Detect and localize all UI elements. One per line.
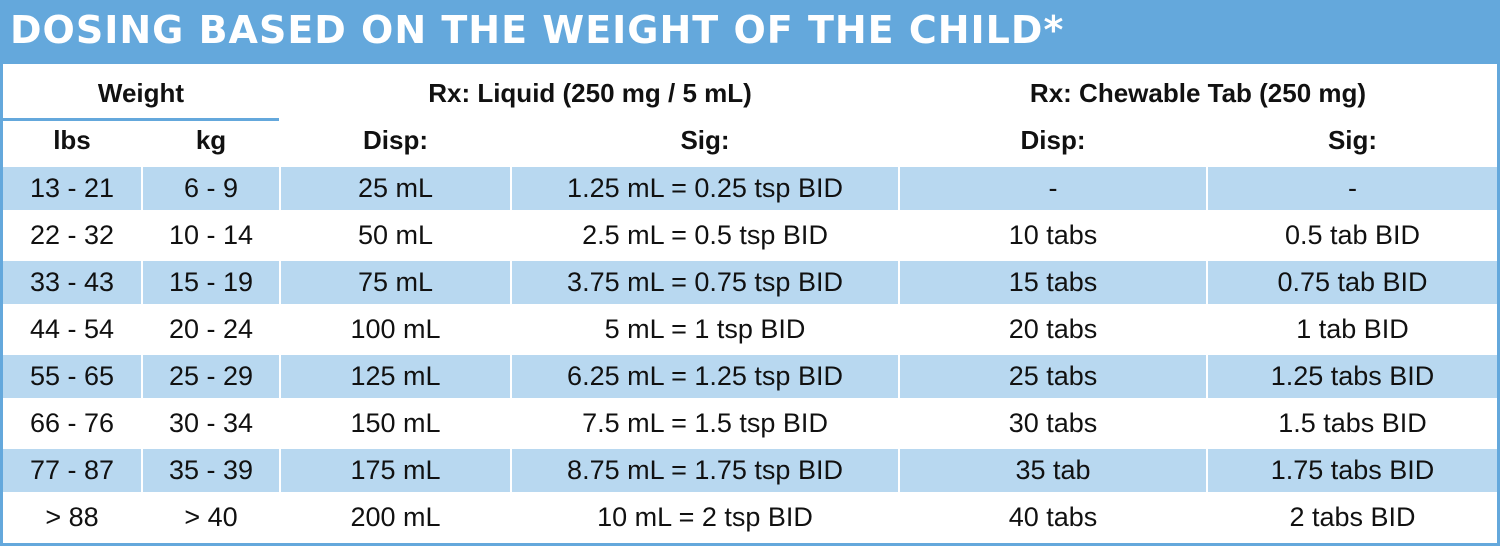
cell-kg: 20 - 24 <box>168 314 254 344</box>
cell-kg: 6 - 9 <box>143 167 279 210</box>
cell-liquid-sig: 5 mL = 1 tsp BID <box>604 314 806 344</box>
cell-tab-sig: 1 tab BID <box>1296 314 1409 344</box>
cell-liquid-sig: 2.5 mL = 0.5 tsp BID <box>582 220 828 250</box>
cell-kg: 30 - 34 <box>168 408 254 438</box>
cell-liquid-sig: 3.75 mL = 0.75 tsp BID <box>512 261 898 304</box>
cell-lbs: 44 - 54 <box>29 314 115 344</box>
table-row: 13 - 21 6 - 9 25 mL 1.25 mL = 0.25 tsp B… <box>3 167 1497 210</box>
cell-lbs: 33 - 43 <box>3 261 141 304</box>
header-liquid-disp: Disp: <box>363 125 428 155</box>
cell-liquid-disp: 50 mL <box>357 220 434 250</box>
cell-tab-disp: 40 tabs <box>1008 502 1098 532</box>
liquid-group-header: Rx: Liquid (250 mg / 5 mL) <box>428 78 752 108</box>
cell-tab-disp: 25 tabs <box>900 355 1206 398</box>
table-row: > 88 > 40 200 mL 10 mL = 2 tsp BID 40 ta… <box>3 496 1497 539</box>
cell-lbs: 55 - 65 <box>3 355 141 398</box>
cell-tab-sig: 1.25 tabs BID <box>1208 355 1497 398</box>
header-kg: kg <box>195 125 227 155</box>
cell-tab-disp: 20 tabs <box>1008 314 1098 344</box>
header-tab-disp: Disp: <box>1020 125 1086 155</box>
table-row: 44 - 54 20 - 24 100 mL 5 mL = 1 tsp BID … <box>3 308 1497 351</box>
table-row: 33 - 43 15 - 19 75 mL 3.75 mL = 0.75 tsp… <box>3 261 1497 304</box>
cell-tab-disp: - <box>900 167 1206 210</box>
chewable-group-header: Rx: Chewable Tab (250 mg) <box>1029 78 1367 108</box>
table-row: 77 - 87 35 - 39 175 mL 8.75 mL = 1.75 ts… <box>3 449 1497 492</box>
cell-tab-disp: 30 tabs <box>1008 408 1098 438</box>
table-row: 22 - 32 10 - 14 50 mL 2.5 mL = 0.5 tsp B… <box>3 214 1497 257</box>
cell-liquid-disp: 25 mL <box>281 167 510 210</box>
cell-liquid-disp: 100 mL <box>350 314 441 344</box>
cell-tab-sig: 0.75 tab BID <box>1208 261 1497 304</box>
table-row: 55 - 65 25 - 29 125 mL 6.25 mL = 1.25 ts… <box>3 355 1497 398</box>
weight-group-header: Weight <box>97 78 185 108</box>
weight-group-underline <box>3 118 279 121</box>
cell-lbs: 77 - 87 <box>3 449 141 492</box>
header-tab-sig: Sig: <box>1327 125 1378 155</box>
cell-lbs: 22 - 32 <box>29 220 115 250</box>
cell-tab-sig: 2 tabs BID <box>1289 502 1416 532</box>
cell-tab-sig: 1.5 tabs BID <box>1278 408 1427 438</box>
cell-tab-sig: 1.75 tabs BID <box>1208 449 1497 492</box>
cell-liquid-sig: 8.75 mL = 1.75 tsp BID <box>512 449 898 492</box>
cell-liquid-disp: 150 mL <box>350 408 441 438</box>
cell-kg: 15 - 19 <box>143 261 279 304</box>
cell-liquid-disp: 75 mL <box>281 261 510 304</box>
cell-tab-sig: 0.5 tab BID <box>1284 220 1421 250</box>
cell-lbs: > 88 <box>45 502 99 532</box>
cell-liquid-disp: 200 mL <box>350 502 441 532</box>
cell-kg: 25 - 29 <box>143 355 279 398</box>
cell-kg: > 40 <box>184 502 238 532</box>
cell-kg: 35 - 39 <box>143 449 279 492</box>
cell-tab-disp: 35 tab <box>900 449 1206 492</box>
cell-kg: 10 - 14 <box>168 220 254 250</box>
cell-tab-sig: - <box>1208 167 1497 210</box>
cell-liquid-sig: 10 mL = 2 tsp BID <box>597 502 813 532</box>
cell-tab-disp: 15 tabs <box>900 261 1206 304</box>
cell-liquid-disp: 125 mL <box>281 355 510 398</box>
cell-lbs: 13 - 21 <box>3 167 141 210</box>
cell-tab-disp: 10 tabs <box>1008 220 1098 250</box>
cell-lbs: 66 - 76 <box>29 408 115 438</box>
cell-liquid-sig: 7.5 mL = 1.5 tsp BID <box>582 408 828 438</box>
title-bar: Dosing based on the weight of the child* <box>0 0 1500 64</box>
table-row: 66 - 76 30 - 34 150 mL 7.5 mL = 1.5 tsp … <box>3 402 1497 445</box>
cell-liquid-sig: 6.25 mL = 1.25 tsp BID <box>512 355 898 398</box>
header-lbs: lbs <box>53 125 91 155</box>
page-title: Dosing based on the weight of the child* <box>10 8 1065 52</box>
cell-liquid-sig: 1.25 mL = 0.25 tsp BID <box>512 167 898 210</box>
cell-liquid-disp: 175 mL <box>281 449 510 492</box>
header-liquid-sig: Sig: <box>680 125 730 155</box>
